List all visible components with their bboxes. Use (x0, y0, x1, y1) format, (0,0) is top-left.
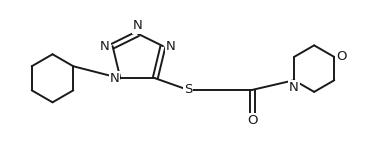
Text: N: N (166, 40, 176, 53)
Text: N: N (133, 20, 143, 32)
Text: O: O (336, 51, 346, 63)
Text: S: S (184, 83, 192, 96)
Text: N: N (100, 40, 110, 53)
Text: N: N (110, 72, 120, 85)
Text: N: N (289, 81, 299, 94)
Text: O: O (247, 114, 257, 128)
